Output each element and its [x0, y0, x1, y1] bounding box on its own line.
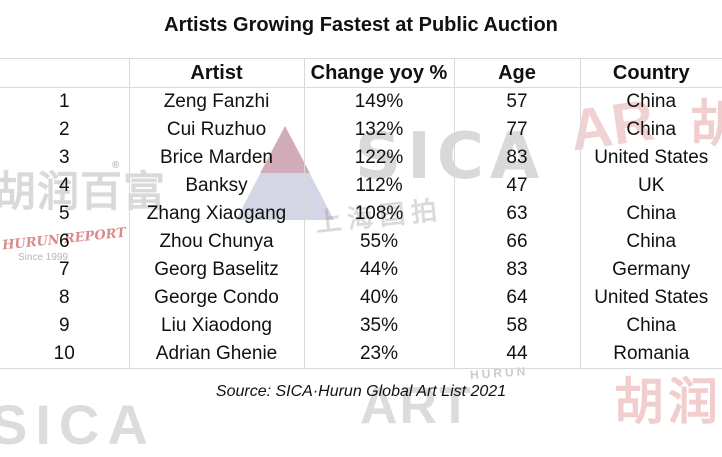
table-row: 9 Liu Xiaodong 35% 58 China: [0, 312, 722, 340]
country-cell: Romania: [580, 340, 722, 369]
age-cell: 63: [454, 200, 581, 228]
country-cell: UK: [638, 175, 665, 196]
age-cell: 66: [454, 228, 581, 256]
country-cell: United States: [594, 147, 709, 168]
change-cell: 108%: [304, 200, 455, 228]
change-cell: 55%: [304, 228, 455, 256]
change-cell: 35%: [304, 312, 455, 340]
country-cell: Germany: [612, 259, 691, 280]
artist-cell: Zhang Xiaogang: [129, 200, 305, 228]
change-cell: 44%: [304, 256, 455, 284]
change-cell: 149%: [304, 87, 455, 116]
table-row: 6 Zhou Chunya 55% 66 China: [0, 228, 722, 256]
artist-cell: Adrian Ghenie: [129, 340, 305, 369]
change-cell: 23%: [304, 340, 455, 369]
country-cell: China: [626, 203, 677, 224]
country-cell: China: [626, 231, 677, 252]
rank-cell: 2: [0, 116, 130, 144]
artist-cell: George Condo: [129, 284, 305, 312]
rank-cell: 5: [0, 200, 130, 228]
rank-cell: 3: [0, 144, 130, 172]
table-row: 7 Georg Baselitz 44% 83 Germany: [0, 256, 722, 284]
bottom-sica-watermark: SICA: [0, 393, 156, 456]
artist-cell: Cui Ruzhuo: [129, 116, 305, 144]
country-cell: United States: [594, 287, 709, 308]
age-cell: 47: [454, 172, 581, 200]
artist-cell: Georg Baselitz: [129, 256, 305, 284]
rank-cell: 8: [0, 284, 130, 312]
artists-table: Artist Change yoy % Age Country 1 Zeng F…: [0, 58, 722, 369]
rank-header: [0, 58, 130, 88]
table-row: 3 Brice Marden 122% 83 United States: [0, 144, 722, 172]
age-cell: 57: [454, 87, 581, 116]
change-cell: 112%: [304, 172, 455, 200]
artist-cell: Liu Xiaodong: [129, 312, 305, 340]
age-cell: 77: [454, 116, 581, 144]
artist-cell: Zhou Chunya: [129, 228, 305, 256]
artist-header: Artist: [129, 58, 305, 88]
table-row: 10 Adrian Ghenie 23% 44 Romania: [0, 340, 722, 369]
country-cell: China: [626, 91, 677, 112]
change-header: Change yoy %: [304, 58, 455, 88]
rank-cell: 1: [0, 87, 130, 116]
age-cell: 83: [454, 256, 581, 284]
table-row: 8 George Condo 40% 64 United States: [0, 284, 722, 312]
rank-cell: 4: [0, 172, 130, 200]
header-row: Artist Change yoy % Age Country: [0, 58, 722, 88]
artist-cell: Brice Marden: [129, 144, 305, 172]
table-row: 4 Banksy 112% 47 UK: [0, 172, 722, 200]
age-cell: 58: [454, 312, 581, 340]
source-note: Source: SICA·Hurun Global Art List 2021: [215, 383, 507, 400]
country-cell: China: [626, 315, 677, 336]
rank-cell: 10: [0, 340, 130, 369]
table-row: 1 Zeng Fanzhi 149% 57 China: [0, 87, 722, 116]
rank-cell: 6: [0, 228, 130, 256]
country-header: Country: [580, 58, 722, 88]
rank-cell: 9: [0, 312, 130, 340]
artist-cell: Zeng Fanzhi: [129, 87, 305, 116]
country-cell: China: [626, 119, 677, 140]
age-header: Age: [454, 58, 581, 88]
age-cell: 83: [454, 144, 581, 172]
table-row: 2 Cui Ruzhuo 132% 77 China: [0, 116, 722, 144]
table-row: 5 Zhang Xiaogang 108% 63 China: [0, 200, 722, 228]
age-cell: 44: [454, 340, 581, 369]
change-cell: 132%: [304, 116, 455, 144]
change-cell: 40%: [304, 284, 455, 312]
table-title: Artists Growing Fastest at Public Auctio…: [164, 14, 558, 36]
artist-cell: Banksy: [129, 172, 305, 200]
rank-cell: 7: [0, 256, 130, 284]
age-cell: 64: [454, 284, 581, 312]
change-cell: 122%: [304, 144, 455, 172]
